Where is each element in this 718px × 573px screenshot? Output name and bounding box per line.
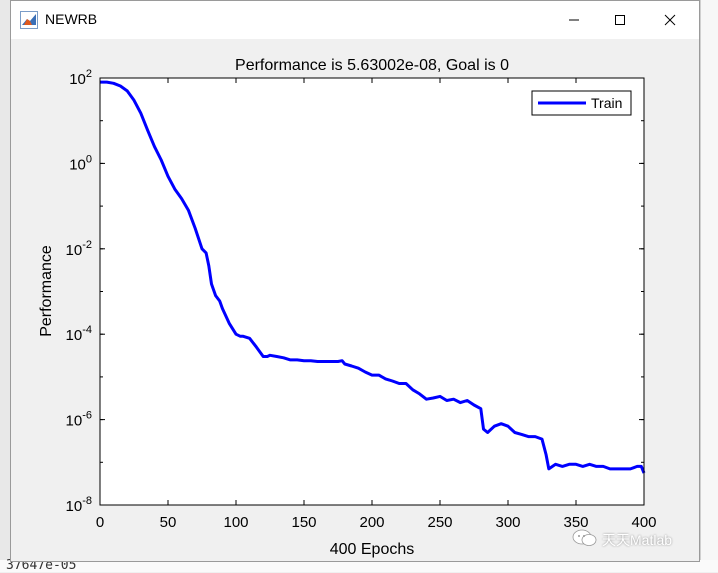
background-window-right: [700, 0, 718, 572]
x-tick-label: 200: [359, 514, 384, 531]
wechat-icon: [572, 528, 598, 551]
legend-train-label: Train: [591, 95, 622, 111]
chart-title: Performance is 5.63002e-08, Goal is 0: [235, 57, 509, 74]
x-tick-label: 150: [291, 514, 316, 531]
x-axis-label: 400 Epochs: [330, 541, 415, 558]
y-tick-label: 10-4: [66, 324, 92, 344]
figure-canvas: 0 50 100 150 200 250 300 350 400 102 100 10-2 10-4 10…: [11, 39, 699, 561]
close-button[interactable]: [647, 1, 693, 39]
watermark-text: 天天Matlab: [602, 531, 673, 548]
x-tick-label: 400: [631, 514, 656, 531]
minimize-icon: [569, 19, 579, 21]
x-tick-label: 300: [495, 514, 520, 531]
window-title: NEWRB: [45, 11, 98, 27]
background-window-left: [0, 0, 10, 572]
axes-background: [100, 78, 644, 505]
maximize-icon: [615, 15, 625, 25]
maximize-button[interactable]: [597, 1, 643, 39]
train-series-line: [100, 80, 646, 474]
close-icon: [664, 14, 676, 26]
x-tick-label: 250: [427, 514, 452, 531]
y-tick-label: 10-6: [66, 410, 92, 430]
x-tick-label: 50: [160, 514, 177, 531]
x-tick-label: 350: [563, 514, 588, 531]
watermark: 天天Matlab: [572, 528, 672, 551]
x-tick-label: 100: [223, 514, 248, 531]
minimize-button[interactable]: [551, 1, 597, 39]
x-tick-label: 0: [96, 514, 104, 531]
performance-chart: 0 50 100 150 200 250 300 350 400 102 100 10-2 10-4 10…: [38, 57, 657, 558]
background-window-bottom: [0, 560, 718, 572]
title-bar[interactable]: NEWRB: [11, 1, 699, 39]
y-axis-label: Performance: [38, 245, 55, 337]
legend: Train: [531, 90, 632, 116]
newrb-window: NEWRB 0 50 100 150 200 250 300 350 400 102 100 10-2…: [10, 0, 700, 562]
matlab-app-icon: [20, 11, 38, 29]
y-tick-label: 10-2: [66, 239, 92, 259]
y-tick-label: 10-8: [66, 495, 92, 515]
y-tick-label: 102: [69, 68, 92, 88]
y-tick-label: 100: [69, 153, 92, 173]
axes-box: [99, 77, 645, 506]
